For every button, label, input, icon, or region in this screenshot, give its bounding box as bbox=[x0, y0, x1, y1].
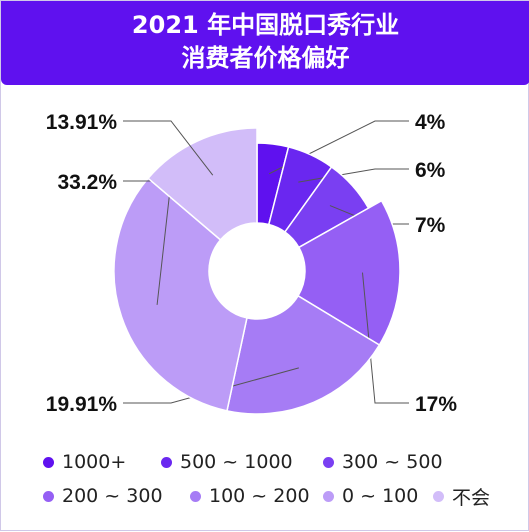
legend-swatch bbox=[43, 456, 54, 468]
legend-item-200-300: 200 ~ 300 bbox=[43, 483, 163, 509]
legend-swatch bbox=[43, 490, 54, 502]
data-label-500-1000: 6% bbox=[415, 159, 446, 182]
legend-item-300-500: 300 ~ 500 bbox=[323, 449, 443, 475]
legend-label: 不会 bbox=[452, 486, 491, 509]
legend-label: 300 ~ 500 bbox=[342, 451, 443, 473]
leader-line bbox=[123, 120, 214, 176]
data-label-200-300: 17% bbox=[415, 393, 457, 416]
data-label-300-500: 7% bbox=[415, 214, 446, 237]
slice-100-200 bbox=[226, 294, 381, 415]
data-label-1000-plus: 4% bbox=[415, 111, 446, 134]
title-banner: 2021 年中国脱口秀行业 消费者价格偏好 bbox=[1, 1, 529, 85]
legend-swatch bbox=[433, 490, 444, 502]
data-label-0-100: 33.2% bbox=[57, 171, 117, 194]
leader-line bbox=[361, 272, 409, 404]
legend-swatch bbox=[161, 456, 172, 468]
legend-label: 0 ~ 100 bbox=[342, 485, 419, 507]
legend-item-0-100: 0 ~ 100 bbox=[323, 483, 418, 509]
data-label-100-200: 19.91% bbox=[46, 393, 118, 416]
data-label-none: 13.91% bbox=[46, 111, 118, 134]
slice-none bbox=[147, 127, 258, 241]
legend-item-100-200: 100 ~ 200 bbox=[190, 483, 310, 509]
legend-item-none: 不会 bbox=[433, 483, 490, 509]
legend-label: 200 ~ 300 bbox=[62, 485, 163, 507]
legend-swatch bbox=[323, 456, 334, 468]
legend-label: 100 ~ 200 bbox=[209, 485, 310, 507]
legend-item-500-1000: 500 ~ 1000 bbox=[161, 449, 293, 475]
slice-0-100 bbox=[113, 177, 248, 412]
legend-label: 1000+ bbox=[62, 451, 127, 473]
legend-label: 500 ~ 1000 bbox=[180, 451, 293, 473]
legend-swatch bbox=[190, 490, 201, 502]
leader-line bbox=[123, 367, 299, 404]
legend-swatch bbox=[323, 490, 334, 502]
slice-200-300 bbox=[297, 199, 401, 347]
chart-title-line-1: 2021 年中国脱口秀行业 bbox=[131, 11, 400, 39]
chart-title-line-2: 消费者价格偏好 bbox=[181, 44, 350, 72]
legend-item-1000-plus: 1000+ bbox=[43, 449, 126, 475]
